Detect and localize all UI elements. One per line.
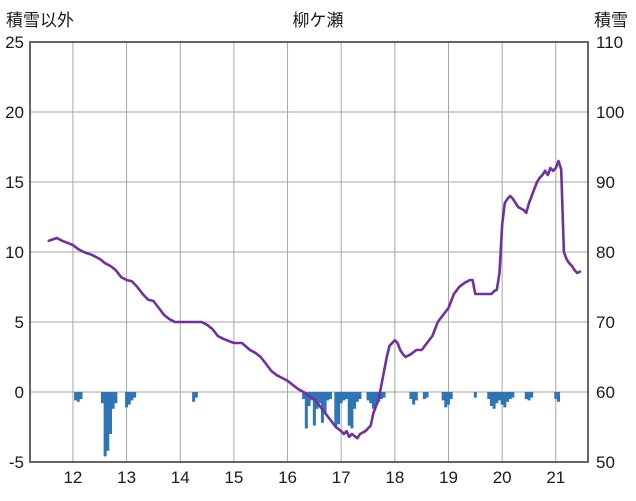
bar bbox=[347, 392, 351, 426]
tick-label: 18 bbox=[385, 468, 404, 487]
bar bbox=[425, 392, 429, 398]
bar bbox=[369, 392, 373, 404]
bar bbox=[503, 392, 507, 408]
tick-label: 20 bbox=[493, 468, 512, 487]
bar bbox=[312, 392, 316, 426]
bar bbox=[114, 392, 118, 404]
bar bbox=[374, 392, 378, 406]
bar bbox=[100, 392, 104, 404]
bar bbox=[355, 392, 359, 402]
left-axis-title: 積雪以外 bbox=[6, 11, 74, 30]
bar bbox=[495, 392, 499, 404]
bar bbox=[530, 392, 534, 398]
bar bbox=[353, 392, 357, 409]
bar bbox=[350, 392, 354, 429]
tick-label: 19 bbox=[439, 468, 458, 487]
tick-label: 80 bbox=[596, 243, 615, 262]
tick-label: 12 bbox=[63, 468, 82, 487]
tick-label: 13 bbox=[117, 468, 136, 487]
tick-label: 21 bbox=[546, 468, 565, 487]
bar bbox=[111, 392, 115, 409]
bar bbox=[366, 392, 370, 401]
plot-border bbox=[29, 41, 589, 463]
tick-label: 90 bbox=[596, 173, 615, 192]
tick-label: 16 bbox=[278, 468, 297, 487]
bar bbox=[444, 392, 448, 408]
tick-label: 50 bbox=[596, 453, 615, 472]
bar bbox=[506, 392, 510, 402]
bar bbox=[130, 392, 134, 401]
bar bbox=[103, 392, 107, 457]
bar bbox=[524, 392, 528, 399]
bar bbox=[508, 392, 512, 399]
bar bbox=[125, 392, 129, 408]
bar bbox=[76, 392, 80, 402]
bar bbox=[358, 392, 362, 399]
bar bbox=[337, 392, 341, 425]
chart-title: 柳ケ瀬 bbox=[292, 11, 344, 30]
tick-label: 100 bbox=[596, 103, 624, 122]
bar bbox=[328, 392, 332, 399]
bar bbox=[492, 392, 496, 409]
bar bbox=[108, 392, 112, 434]
bar bbox=[447, 392, 450, 405]
bar bbox=[441, 392, 445, 401]
tick-label: 60 bbox=[596, 383, 615, 402]
tick-label: 10 bbox=[5, 243, 24, 262]
tick-label: 20 bbox=[5, 103, 24, 122]
tick-label: 15 bbox=[5, 173, 24, 192]
tick-label: 25 bbox=[5, 33, 24, 52]
bar bbox=[79, 392, 83, 399]
bar bbox=[345, 392, 349, 399]
tick-label: 5 bbox=[15, 313, 24, 332]
bar bbox=[412, 392, 416, 405]
bar bbox=[414, 392, 418, 401]
bar bbox=[487, 392, 491, 399]
bar bbox=[500, 392, 504, 405]
bar bbox=[323, 392, 327, 413]
bar bbox=[194, 392, 198, 398]
bar bbox=[302, 392, 306, 399]
bar bbox=[326, 392, 330, 401]
line-series bbox=[47, 159, 582, 440]
bar bbox=[554, 392, 558, 399]
tick-label: 14 bbox=[171, 468, 190, 487]
bar bbox=[318, 392, 322, 404]
tick-label: 0 bbox=[15, 383, 24, 402]
tick-label: 110 bbox=[596, 33, 623, 52]
bar bbox=[382, 392, 386, 398]
bar bbox=[342, 392, 346, 401]
bar bbox=[106, 392, 110, 451]
tick-label: 15 bbox=[224, 468, 243, 487]
bar bbox=[133, 392, 137, 398]
tick-label: 70 bbox=[596, 313, 615, 332]
bar bbox=[192, 392, 196, 402]
bar bbox=[473, 392, 477, 398]
bar bbox=[371, 392, 375, 409]
bar bbox=[304, 392, 308, 429]
bar bbox=[497, 392, 501, 401]
bar bbox=[307, 392, 311, 406]
bar bbox=[74, 392, 78, 401]
bar bbox=[409, 392, 413, 399]
tick-label: 17 bbox=[332, 468, 351, 487]
tick-label: -5 bbox=[9, 453, 24, 472]
bar bbox=[511, 392, 515, 398]
bar bbox=[379, 392, 383, 399]
bar bbox=[489, 392, 493, 406]
bar bbox=[556, 392, 560, 402]
bar bbox=[339, 392, 343, 404]
right-axis-title: 積雪 bbox=[594, 11, 628, 30]
bar bbox=[334, 392, 338, 427]
bar bbox=[449, 392, 453, 399]
bar bbox=[422, 392, 426, 399]
bar bbox=[527, 392, 531, 401]
bar bbox=[127, 392, 131, 405]
